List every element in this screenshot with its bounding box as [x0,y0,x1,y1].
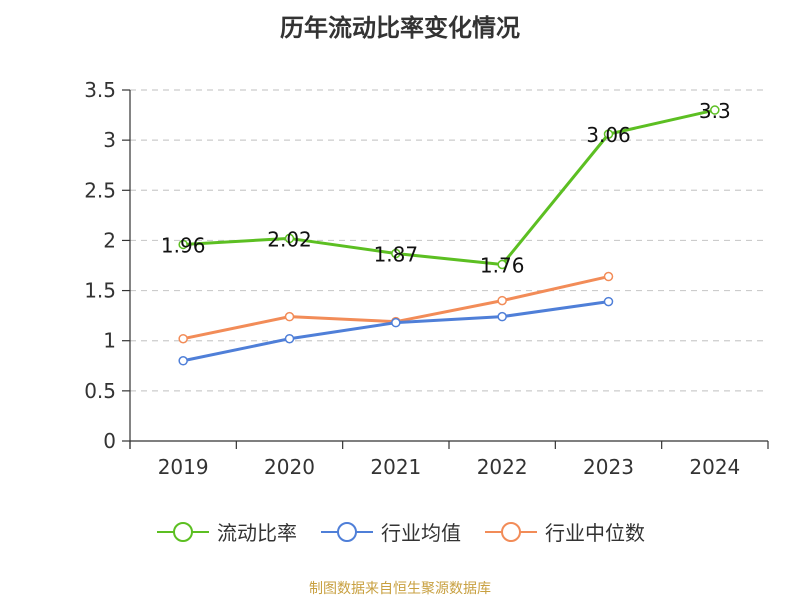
y-tick-label: 0.5 [84,379,116,403]
data-label: 1.76 [480,253,525,277]
legend: 流动比率 行业均值 行业中位数 [0,517,800,546]
chart-title: 历年流动比率变化情况 [280,14,520,42]
data-point [603,129,614,139]
y-tick-label: 0 [103,429,116,453]
data-point [497,311,507,322]
data-point [178,239,188,250]
data-label: 3.06 [586,123,631,147]
y-tick-label: 2.5 [84,178,116,202]
axes: 0 0.5 1 1.5 2 2.5 3 3.5 2019 2020 2021 2022 2023 2024 [84,78,769,479]
x-tick-label: 2020 [264,455,315,479]
data-label: 2.02 [267,227,312,251]
series-line [183,108,716,266]
data-point [497,259,507,270]
series-1 [178,296,614,366]
data-point [603,296,614,307]
data-point [497,295,507,306]
legend-label: 行业均值 [381,521,461,545]
legend-swatch-marker [501,521,521,542]
y-tick-label: 2 [103,228,116,252]
data-point [710,105,720,115]
x-tick-label: 2021 [370,455,421,479]
data-point [391,317,401,328]
data-point [284,311,295,322]
legend-label: 流动比率 [217,521,297,545]
legend-swatch [485,521,537,542]
source-note: 制图数据来自恒生聚源数据库 [309,581,491,597]
data-label: 3.3 [699,99,731,123]
legend-item[interactable]: 行业中位数 [483,517,645,546]
x-tick-label: 2024 [689,455,740,479]
legend-item[interactable]: 流动比率 [155,517,297,546]
legend-swatch-marker [337,521,357,542]
series-2 [178,271,614,344]
grid-lines [130,89,768,392]
y-tick-label: 3.5 [84,78,116,102]
data-label: 1.96 [161,233,206,257]
x-tick-label: 2019 [158,455,209,479]
data-point [284,233,295,244]
data-labels: 1.96 2.02 1.87 1.76 3.06 3.3 [161,99,731,277]
series-0 [178,105,720,270]
data-point [178,333,188,344]
data-point [284,333,295,344]
data-point [603,271,614,282]
legend-label: 行业中位数 [545,521,645,545]
data-label: 1.87 [374,242,419,266]
legend-swatch [157,521,209,542]
series-layer [178,105,720,366]
series-line [182,275,609,341]
legend-swatch-marker [173,521,193,542]
y-tick-label: 1 [103,329,116,353]
x-tick-label: 2023 [583,455,634,479]
y-tick-label: 1.5 [84,279,116,303]
legend-item[interactable]: 行业均值 [319,517,461,546]
x-tick-label: 2022 [477,455,528,479]
data-point [178,356,188,366]
legend-swatch [321,521,373,542]
data-point [391,248,401,259]
y-tick-label: 3 [103,128,116,152]
series-line [182,300,609,363]
